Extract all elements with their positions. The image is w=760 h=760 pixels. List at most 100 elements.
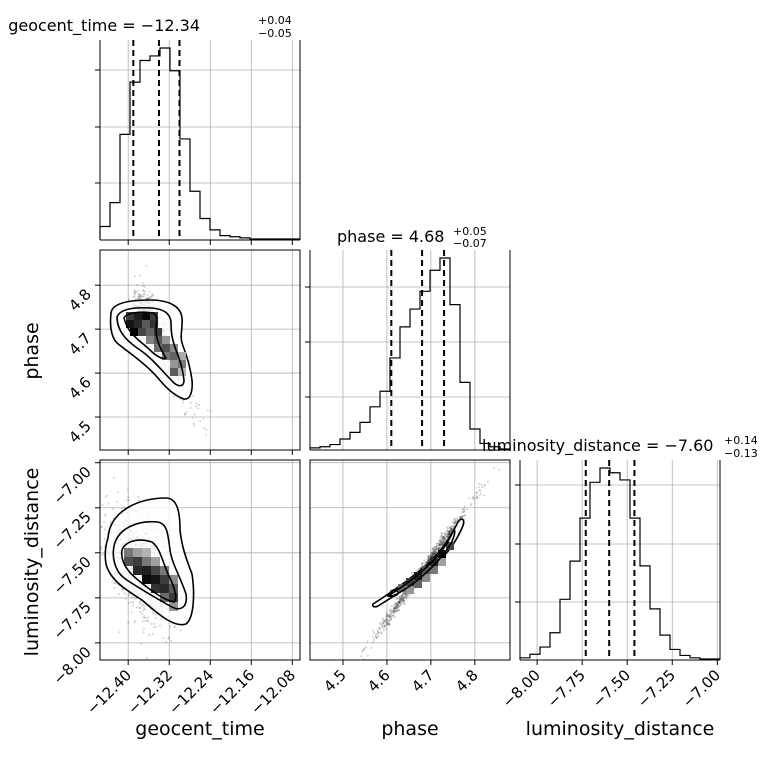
sample-point (379, 623, 382, 626)
sample-point (402, 595, 405, 598)
sample-point (443, 535, 446, 538)
density-bin (160, 593, 169, 602)
quantile-lines-phase (309, 250, 511, 451)
sample-point (139, 602, 142, 605)
sample-point (449, 527, 452, 530)
density-bin (133, 548, 142, 557)
sample-point (385, 618, 388, 621)
sample-point (436, 542, 439, 545)
sample-point (432, 548, 435, 551)
density-bin (169, 575, 178, 584)
grid-luminosity-distance-hist (520, 460, 720, 660)
contour-middle-phase-vs-geocent-time (116, 306, 185, 387)
sample-point (400, 596, 403, 599)
sample-point (441, 538, 444, 541)
sample-point (132, 292, 135, 295)
density-bin (160, 575, 169, 584)
sample-point (402, 591, 405, 594)
title-luminosity-distance: luminosity_distance = −7.60 (482, 436, 713, 456)
sample-point (451, 525, 454, 528)
sample-point (433, 549, 436, 552)
sample-point (385, 619, 388, 622)
sample-point (386, 619, 389, 622)
sample-point (390, 614, 393, 617)
sample-point (145, 264, 148, 267)
sample-point (429, 555, 432, 558)
histogram-luminosity-distance (519, 467, 720, 660)
sample-point (430, 551, 433, 554)
sample-point (436, 547, 439, 550)
sample-point (139, 294, 142, 297)
sample-point (525, 429, 527, 431)
sample-point (363, 647, 366, 650)
sample-point (141, 284, 144, 287)
sample-point (154, 617, 157, 620)
sample-point (396, 606, 399, 609)
sample-point (444, 534, 447, 537)
sample-point (114, 581, 117, 584)
x-tick-label: −12.24 (165, 666, 217, 718)
sample-point (146, 619, 149, 622)
sample-point (434, 551, 437, 554)
sample-point (439, 544, 442, 547)
grid-luminosity-distance-vs-phase (310, 460, 510, 660)
sample-point (399, 597, 402, 600)
y-tick-label: 4.6 (65, 373, 95, 403)
sample-point (442, 540, 445, 543)
sample-point (439, 544, 442, 547)
sample-point (425, 560, 428, 563)
sample-point (402, 597, 405, 600)
sample-point (482, 494, 485, 497)
sample-point (352, 669, 354, 671)
sample-point (192, 395, 195, 398)
sample-point (439, 539, 442, 542)
density-bin (160, 584, 169, 593)
y-tick-label: 4.8 (65, 285, 95, 315)
quantile-lines-luminosity-distance (519, 460, 721, 661)
sample-point (148, 633, 151, 636)
sample-point (432, 552, 435, 555)
sample-point (392, 611, 395, 614)
sample-point (472, 495, 475, 498)
sample-point (442, 536, 445, 539)
sample-point (168, 636, 171, 639)
sample-point (448, 531, 451, 534)
sample-point (396, 609, 399, 612)
sample-point (109, 520, 112, 523)
sample-point (377, 631, 380, 634)
contour-middle-luminosity-distance-vs-geocent-time (112, 520, 188, 610)
sample-point (435, 551, 438, 554)
sample-point (399, 601, 402, 604)
y-tick-marks-phase-hist (305, 286, 310, 398)
sample-point (481, 486, 484, 489)
frame-luminosity-distance-vs-geocent-time (99, 459, 301, 661)
sample-point (395, 605, 398, 608)
density-bin (134, 312, 142, 320)
sample-point (133, 621, 136, 624)
sample-point (393, 609, 396, 612)
sample-point (140, 294, 143, 297)
sample-point (392, 610, 395, 613)
sample-point (117, 491, 120, 494)
sample-point (430, 555, 433, 558)
sample-point (452, 522, 455, 525)
sample-point (403, 592, 406, 595)
sample-point (385, 614, 388, 617)
density-bin (170, 344, 178, 352)
title-geocent-time-plus: +0.04 (258, 14, 292, 27)
sample-point (135, 606, 138, 609)
sample-point (427, 558, 430, 561)
sample-point (374, 636, 377, 639)
sample-point (399, 600, 402, 603)
density-bin (151, 566, 160, 575)
sample-point (143, 607, 146, 610)
sample-point (140, 604, 143, 607)
y-tick-label: −7.50 (50, 553, 95, 598)
sample-point (444, 533, 447, 536)
sample-point (453, 517, 456, 520)
x-tick-label: 4.5 (320, 666, 350, 696)
sample-point (435, 544, 438, 547)
sample-point (440, 541, 443, 544)
sample-point (150, 296, 153, 299)
